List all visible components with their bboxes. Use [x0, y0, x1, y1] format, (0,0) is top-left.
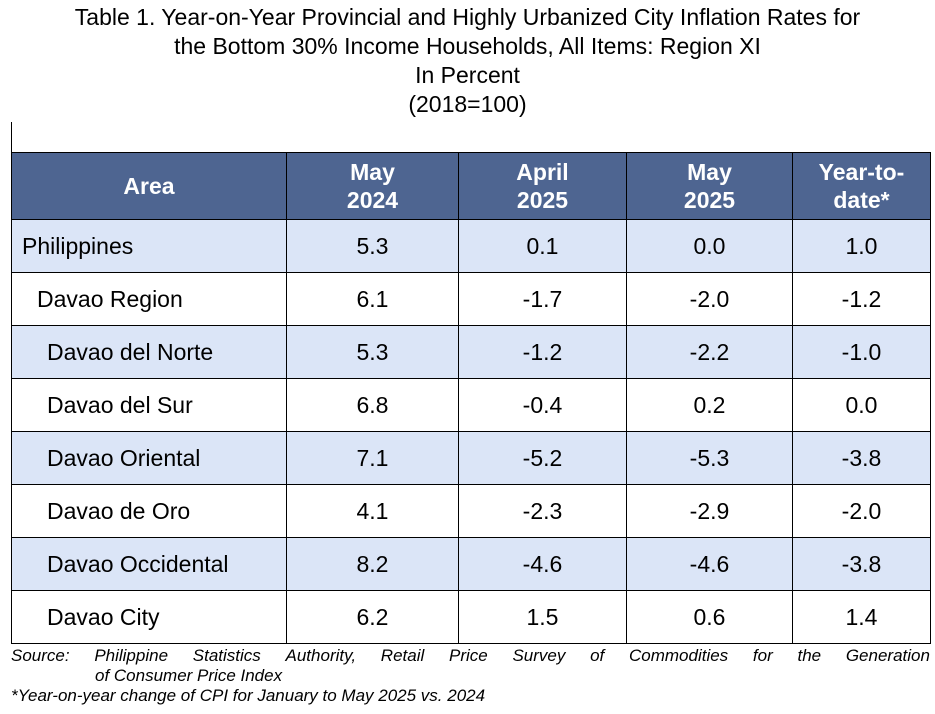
table-row: Davao de Oro 4.1 -2.3 -2.9 -2.0 [11, 484, 931, 538]
source-word: Authority, [285, 646, 357, 665]
row-area: Davao City [11, 590, 287, 644]
cell-may-2024: 8.2 [286, 537, 459, 591]
cell-year-to-date: -1.2 [792, 272, 931, 326]
source-word: Retail [380, 646, 425, 665]
cell-may-2024: 5.3 [286, 325, 459, 379]
row-area: Davao Occidental [11, 537, 287, 591]
header-may-2025-line1: May [687, 159, 732, 185]
cell-april-2025: -2.3 [458, 484, 627, 538]
header-may-2025: May 2025 [626, 152, 793, 220]
cell-april-2025: -1.2 [458, 325, 627, 379]
cell-may-2024: 6.2 [286, 590, 459, 644]
header-april-2025: April 2025 [458, 152, 627, 220]
cell-may-2024: 5.3 [286, 219, 459, 273]
row-area: Philippines [11, 219, 287, 273]
row-area: Davao Region [11, 272, 287, 326]
cell-may-2024: 7.1 [286, 431, 459, 485]
cell-april-2025: -4.6 [458, 537, 627, 591]
row-area: Davao del Sur [11, 378, 287, 432]
cell-year-to-date: -2.0 [792, 484, 931, 538]
header-april-2025-line2: 2025 [516, 187, 569, 213]
row-area: Davao de Oro [11, 484, 287, 538]
source-word: Price [448, 646, 488, 665]
header-year-to-date: Year-to- date* [792, 152, 931, 220]
cell-april-2025: -0.4 [458, 378, 627, 432]
cell-april-2025: -1.7 [458, 272, 627, 326]
header-ytd-line1: Year-to- [818, 159, 905, 185]
header-may-2024-line2: 2024 [346, 187, 399, 213]
header-ytd-line2: date* [833, 187, 890, 213]
title-line-1: Table 1. Year-on-Year Provincial and Hig… [74, 4, 861, 30]
asterisk-note: *Year-on-year change of CPI for January … [11, 686, 486, 705]
cell-year-to-date: 0.0 [792, 378, 931, 432]
cell-may-2025: 0.0 [626, 219, 793, 273]
cell-year-to-date: -3.8 [792, 431, 931, 485]
left-divider-line [11, 122, 12, 153]
cell-april-2025: 1.5 [458, 590, 627, 644]
source-word: Generation [845, 646, 930, 665]
cell-may-2025: -4.6 [626, 537, 793, 591]
cell-year-to-date: 1.0 [792, 219, 931, 273]
cell-may-2025: 0.2 [626, 378, 793, 432]
header-may-2024: May 2024 [286, 152, 459, 220]
table-row: Davao Occidental 8.2 -4.6 -4.6 -3.8 [11, 537, 931, 591]
footnotes: Source: Philippine Statistics Authority,… [11, 646, 930, 706]
cell-may-2025: 0.6 [626, 590, 793, 644]
title-line-4: (2018=100) [408, 91, 527, 117]
source-note-line2: of Consumer Price Index [95, 666, 283, 685]
table-row: Davao Oriental 7.1 -5.2 -5.3 -3.8 [11, 431, 931, 485]
inflation-table: Area May 2024 April 2025 May 2025 Year-t… [11, 152, 931, 644]
table-row: Davao Region 6.1 -1.7 -2.0 -1.2 [11, 272, 931, 326]
source-word: Commodities [628, 646, 729, 665]
cell-may-2025: -2.9 [626, 484, 793, 538]
cell-year-to-date: -3.8 [792, 537, 931, 591]
cell-may-2025: -2.0 [626, 272, 793, 326]
table-row: Davao del Sur 6.8 -0.4 0.2 0.0 [11, 378, 931, 432]
row-area: Davao del Norte [11, 325, 287, 379]
source-word: Source: [11, 646, 70, 665]
table-row: Davao City 6.2 1.5 0.6 1.4 [11, 590, 931, 644]
header-may-2024-line1: May [350, 159, 395, 185]
cell-may-2024: 4.1 [286, 484, 459, 538]
row-area: Davao Oriental [11, 431, 287, 485]
source-word: Survey [512, 646, 566, 665]
header-area: Area [11, 152, 287, 220]
cell-april-2025: -5.2 [458, 431, 627, 485]
header-april-2025-line1: April [516, 159, 569, 185]
source-word: the [797, 646, 822, 665]
title-line-2: the Bottom 30% Income Households, All It… [174, 33, 761, 59]
table-row: Philippines 5.3 0.1 0.0 1.0 [11, 219, 931, 273]
header-row: Area May 2024 April 2025 May 2025 Year-t… [11, 152, 931, 220]
cell-year-to-date: -1.0 [792, 325, 931, 379]
source-word: Philippine [94, 646, 169, 665]
source-word: Statistics [192, 646, 261, 665]
cell-may-2024: 6.8 [286, 378, 459, 432]
cell-year-to-date: 1.4 [792, 590, 931, 644]
header-may-2025-line2: 2025 [683, 187, 736, 213]
table-title: Table 1. Year-on-Year Provincial and Hig… [0, 3, 935, 119]
title-line-3: In Percent [415, 62, 520, 88]
cell-may-2025: -2.2 [626, 325, 793, 379]
cell-april-2025: 0.1 [458, 219, 627, 273]
cell-may-2024: 6.1 [286, 272, 459, 326]
source-word: of [590, 646, 605, 665]
source-note-line1: Source: Philippine Statistics Authority,… [11, 646, 930, 666]
source-word: for [752, 646, 773, 665]
table-row: Davao del Norte 5.3 -1.2 -2.2 -1.0 [11, 325, 931, 379]
cell-may-2025: -5.3 [626, 431, 793, 485]
